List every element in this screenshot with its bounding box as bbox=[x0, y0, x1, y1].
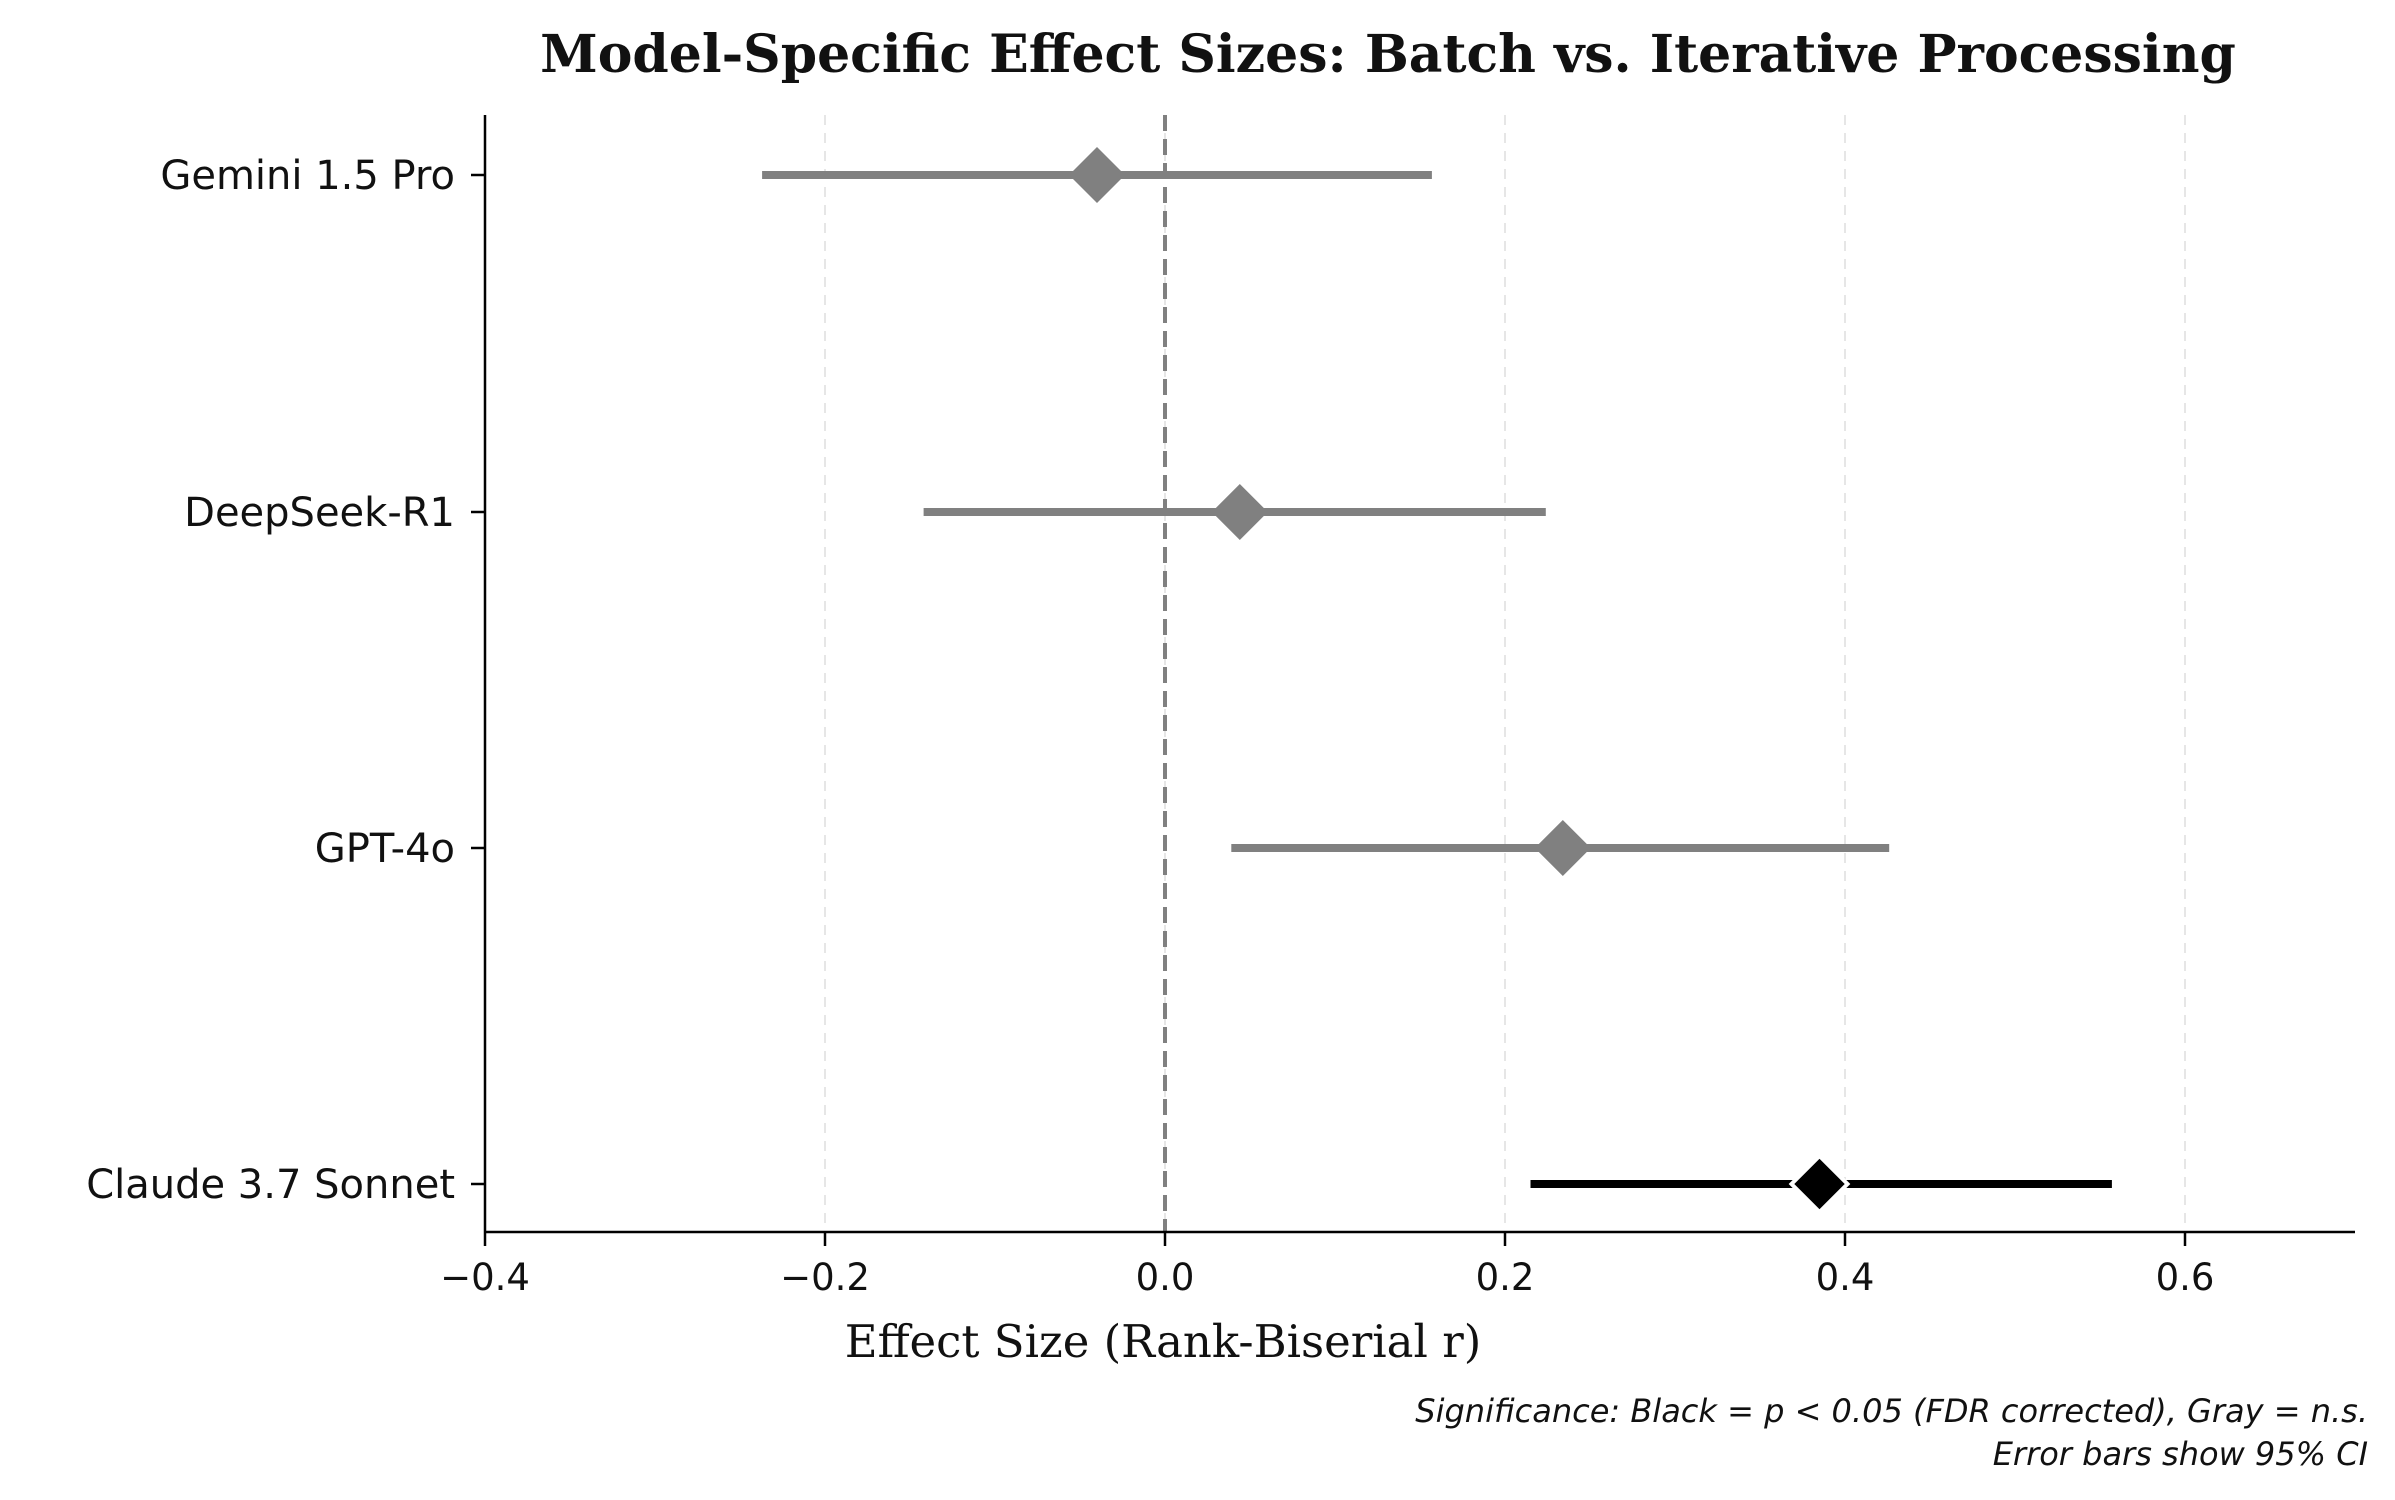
x-tick-label: 0.2 bbox=[1476, 1256, 1535, 1299]
effect-marks bbox=[762, 147, 2112, 1215]
gridlines bbox=[484, 115, 2186, 1232]
x-axis-label: Effect Size (Rank-Biserial r) bbox=[845, 1315, 1482, 1368]
chart-title: Model-Specific Effect Sizes: Batch vs. I… bbox=[540, 24, 2236, 85]
x-tick-label: 0.6 bbox=[2156, 1256, 2215, 1299]
ci-note: Error bars show 95% CI bbox=[1993, 1435, 2368, 1473]
y-tick-label: Claude 3.7 Sonnet bbox=[86, 1162, 455, 1208]
effect-diamond bbox=[1069, 147, 1125, 203]
effect-diamond bbox=[1534, 820, 1591, 876]
effect-diamond bbox=[1211, 484, 1268, 540]
axes: −0.4 −0.2 0.0 0.2 0.4 0.6 Gemini 1.5 Pro DeepSe… bbox=[86, 115, 2355, 1299]
x-tick-label: −0.2 bbox=[780, 1256, 870, 1299]
y-tick-label: GPT-4o bbox=[315, 826, 455, 872]
x-tick-label: −0.4 bbox=[440, 1256, 530, 1299]
y-tick-label: Gemini 1.5 Pro bbox=[160, 153, 455, 199]
y-tick-label: DeepSeek-R1 bbox=[184, 490, 455, 536]
x-tick-label: 0.0 bbox=[1136, 1256, 1195, 1299]
effect-diamond bbox=[1788, 1153, 1851, 1215]
significance-note: Significance: Black = p < 0.05 (FDR corr… bbox=[1415, 1392, 2368, 1430]
x-tick-label: 0.4 bbox=[1816, 1256, 1875, 1299]
